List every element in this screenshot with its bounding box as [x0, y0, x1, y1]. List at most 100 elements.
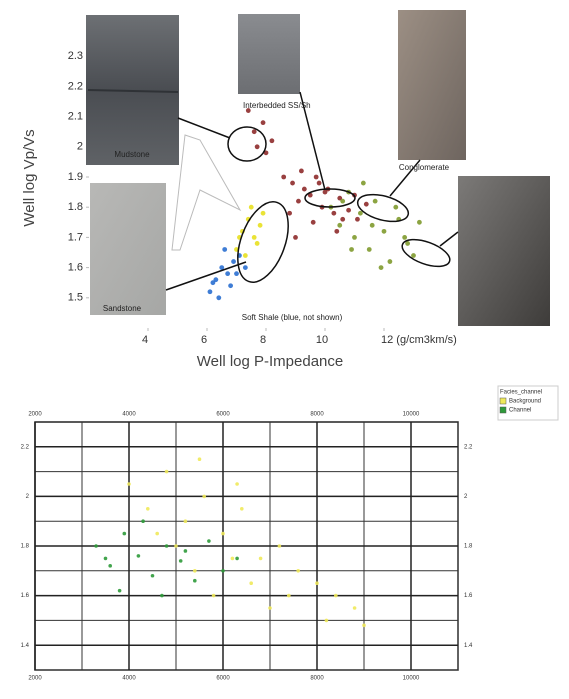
- point: [323, 190, 328, 195]
- point: [240, 507, 244, 511]
- y-tick-label-right: 1.6: [464, 593, 473, 599]
- point: [259, 557, 263, 561]
- ellipse: [228, 127, 266, 161]
- point: [373, 199, 378, 204]
- point: [207, 539, 211, 543]
- point: [174, 544, 178, 548]
- point: [278, 544, 282, 548]
- point: [165, 544, 169, 548]
- point: [94, 544, 98, 548]
- point: [293, 235, 298, 240]
- point: [249, 581, 253, 585]
- point: [184, 549, 188, 553]
- point: [382, 229, 387, 234]
- point: [334, 594, 338, 598]
- y-tick-label-right: 1.4: [464, 643, 473, 649]
- point: [287, 594, 291, 598]
- point: [314, 175, 319, 180]
- x-tick-label: 4: [142, 334, 148, 346]
- point: [235, 557, 239, 561]
- y-tick-label: 1.5: [68, 292, 83, 304]
- y-tick-label: 1.6: [21, 593, 30, 599]
- x-tick-label-top: 4000: [122, 412, 136, 418]
- point: [334, 229, 339, 234]
- point: [340, 217, 345, 222]
- point: [388, 259, 393, 264]
- point: [340, 199, 345, 204]
- ellipse: [355, 190, 411, 227]
- y-tick-label: 1.4: [21, 643, 30, 649]
- point: [137, 554, 141, 558]
- point: [228, 283, 233, 288]
- point: [216, 295, 221, 300]
- point: [141, 519, 145, 523]
- point: [337, 223, 342, 228]
- annotation: Interbedded SS/Sh: [243, 101, 311, 110]
- annotation: Conglomerate: [399, 163, 450, 172]
- y-tick-label: 2.2: [21, 444, 30, 450]
- y-tick-label: 1.8: [21, 544, 30, 550]
- point: [243, 265, 248, 270]
- x-tick-label-top: 6000: [216, 412, 230, 418]
- x-tick-label: 2000: [28, 676, 42, 682]
- x-axis-title: Well log P-Impedance: [197, 353, 343, 370]
- point: [198, 457, 202, 461]
- point: [155, 532, 159, 536]
- point: [417, 220, 422, 225]
- point: [331, 211, 336, 216]
- annotation: Sandstone: [103, 304, 142, 313]
- point: [127, 482, 131, 486]
- y-tick-label: 1.7: [68, 231, 83, 243]
- point: [261, 211, 266, 216]
- y-tick-label-right: 2.2: [464, 444, 473, 450]
- legend-label: Background: [509, 399, 541, 405]
- point: [352, 235, 357, 240]
- point: [393, 205, 398, 210]
- x-tick-label: 10: [316, 334, 328, 346]
- annotation: Soft Shale (blue, not shown): [242, 313, 343, 322]
- x-tick-label-top: 10000: [403, 412, 420, 418]
- point: [296, 569, 300, 573]
- ellipse: [305, 189, 355, 207]
- point: [325, 619, 329, 623]
- annotation: Mudstone: [114, 150, 150, 159]
- point: [353, 606, 357, 610]
- sandstone-photo: [90, 183, 166, 315]
- point: [317, 181, 322, 186]
- point: [346, 208, 351, 213]
- point: [255, 241, 260, 246]
- point: [355, 217, 360, 222]
- point: [231, 557, 235, 561]
- x-tick-label: 12 (g/cm3km/s): [381, 334, 457, 346]
- y-tick-label-right: 2: [464, 494, 468, 500]
- point: [165, 470, 169, 474]
- point: [243, 253, 248, 258]
- point: [362, 624, 366, 628]
- point: [281, 175, 286, 180]
- point: [123, 532, 127, 536]
- y-tick-label-right: 1.8: [464, 544, 473, 550]
- x-tick-label-top: 8000: [310, 412, 324, 418]
- point: [179, 559, 183, 563]
- x-tick-label: 10000: [403, 676, 420, 682]
- point: [211, 280, 216, 285]
- point: [222, 247, 227, 252]
- point: [225, 271, 230, 276]
- point: [411, 253, 416, 258]
- point: [261, 120, 266, 125]
- x-tick-label: 8: [260, 334, 266, 346]
- point: [311, 220, 316, 225]
- point: [349, 247, 354, 252]
- point: [104, 557, 108, 561]
- y-tick-label: 1.8: [68, 201, 83, 213]
- point: [252, 235, 257, 240]
- point: [231, 259, 236, 264]
- point: [287, 211, 292, 216]
- point: [379, 265, 384, 270]
- point: [370, 223, 375, 228]
- point: [302, 187, 307, 192]
- y-tick-label: 2.2: [68, 80, 83, 92]
- y-tick-label: 1.9: [68, 171, 83, 183]
- point: [234, 271, 239, 276]
